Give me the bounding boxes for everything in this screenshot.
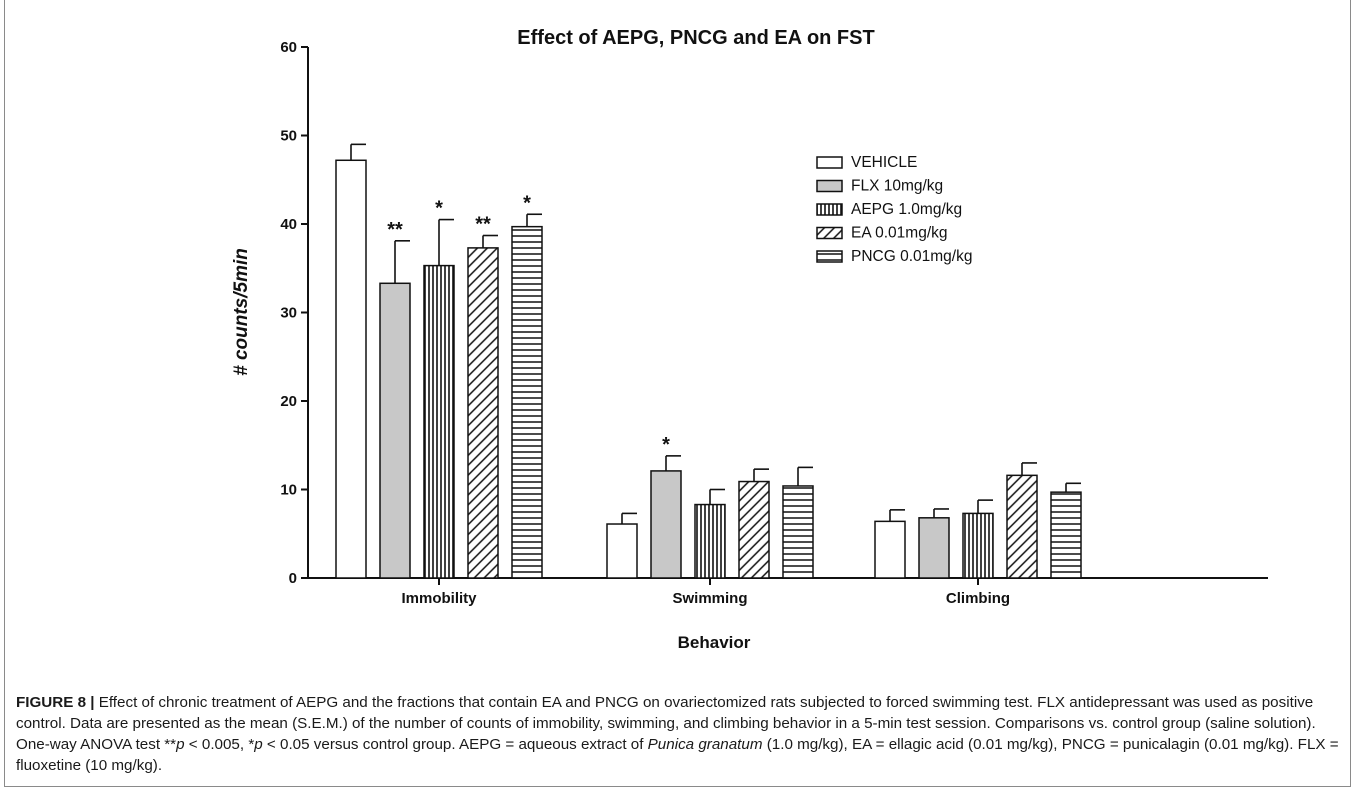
y-tick-label: 40 [280,216,297,233]
y-axis-label: # counts/5min [231,248,252,376]
bar [423,264,455,579]
significance-label: * [523,192,531,214]
x-tick-label: Immobility [401,590,477,607]
bar [511,225,543,579]
caption-text-4: (1.0 mg/kg), EA = ellagic acid (0.01 mg/… [16,736,1339,774]
legend-swatch [816,156,843,169]
x-tick-label: Swimming [672,590,747,607]
y-tick-label: 50 [280,128,297,145]
caption-p-2: p [254,736,263,753]
legend-swatch [816,203,843,216]
caption-species: Punica granatum [647,736,763,753]
legend-label: AEPG 1.0mg/kg [851,201,962,218]
caption-text-1: Effect of chronic treatment of AEPG and … [16,694,1316,753]
legend-label: FLX 10mg/kg [851,178,943,195]
figure-frame [4,0,1351,787]
bar [650,470,682,579]
x-axis-label: Behavior [678,633,751,652]
bar [606,523,638,579]
bar [335,159,367,579]
caption-p-1: p [176,736,185,753]
significance-label: ** [387,219,403,241]
y-tick-label: 10 [280,482,297,499]
significance-label: * [435,198,443,220]
bar-chart: Effect of AEPG, PNCG and EA on FST 0 10 20… [231,27,1268,652]
caption-text-3: < 0.05 versus control group. AEPG = aque… [262,736,648,753]
y-tick-label: 20 [280,393,297,410]
bar [694,503,726,579]
y-tick-label: 60 [280,39,297,56]
significance-label: * [662,434,670,456]
legend-swatch [816,250,843,263]
legend-swatch [816,179,843,193]
bar [1006,474,1038,579]
legend-label: PNCG 0.01mg/kg [851,248,972,265]
significance-label: ** [475,214,491,236]
figure-label: FIGURE 8 | [16,694,95,711]
y-tick-label: 0 [289,570,297,587]
bar [962,512,994,579]
bar [738,480,770,579]
figure-caption: FIGURE 8 | Effect of chronic treatment o… [16,692,1342,776]
y-tick-label: 30 [280,305,297,322]
caption-text-2: < 0.005, * [184,736,255,753]
chart-title: Effect of AEPG, PNCG and EA on FST [517,27,874,49]
x-tick-label: Climbing [946,590,1010,607]
legend-swatch [816,226,843,240]
bar [1050,491,1082,579]
bar [874,520,906,579]
bar [782,485,814,579]
legend-label: VEHICLE [851,154,917,171]
bar [467,247,499,579]
bar [379,282,411,579]
legend-label: EA 0.01mg/kg [851,225,948,242]
bar [918,517,950,579]
